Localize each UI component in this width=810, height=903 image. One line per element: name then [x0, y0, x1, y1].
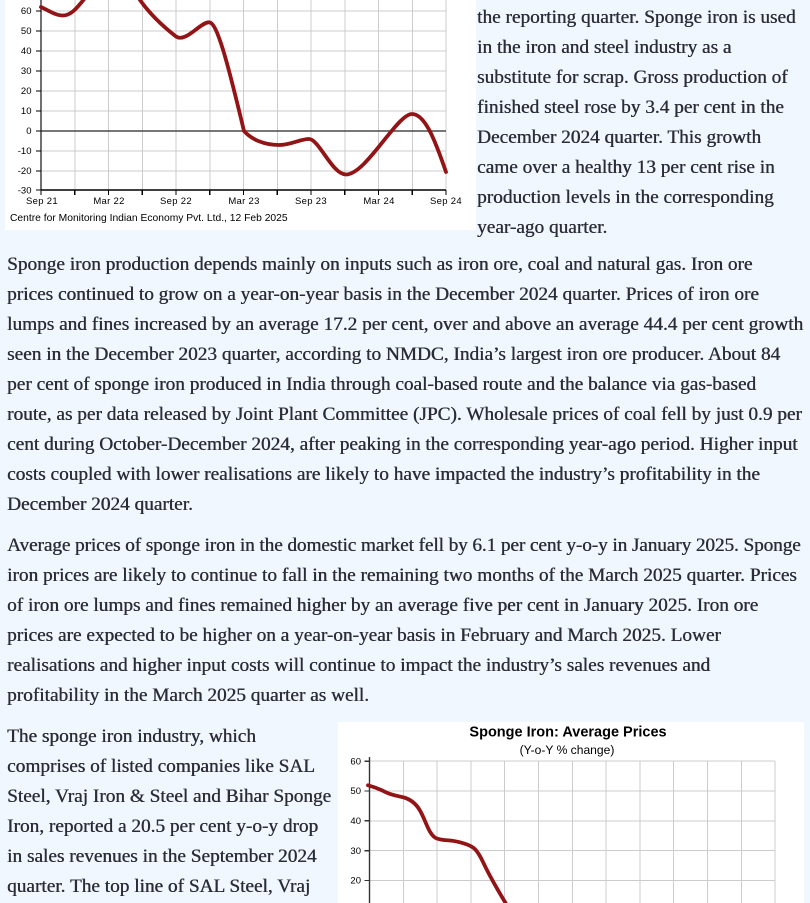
svg-text:Sep 23: Sep 23 [295, 196, 327, 207]
svg-text:50: 50 [350, 786, 361, 797]
svg-text:Centre for Monitoring Indian E: Centre for Monitoring Indian Economy Pvt… [10, 213, 288, 224]
svg-text:20: 20 [350, 876, 361, 887]
svg-text:Mar 22: Mar 22 [93, 196, 124, 207]
svg-text:40: 40 [350, 816, 361, 827]
svg-text:30: 30 [21, 66, 32, 77]
svg-text:40: 40 [21, 46, 32, 57]
svg-text:60: 60 [350, 756, 361, 767]
svg-text:-20: -20 [18, 166, 32, 177]
svg-text:0: 0 [26, 126, 31, 137]
svg-text:Mar 24: Mar 24 [363, 196, 394, 207]
svg-text:Sep 24: Sep 24 [430, 196, 462, 207]
svg-text:(Y-o-Y % change): (Y-o-Y % change) [520, 743, 615, 757]
svg-text:-10: -10 [18, 146, 32, 157]
svg-text:50: 50 [21, 26, 32, 37]
svg-text:Mar 23: Mar 23 [228, 196, 259, 207]
svg-text:60: 60 [21, 6, 32, 17]
svg-text:Sep 22: Sep 22 [160, 196, 192, 207]
svg-text:-30: -30 [18, 185, 32, 196]
svg-text:10: 10 [21, 106, 32, 117]
svg-text:20: 20 [21, 86, 32, 97]
svg-text:30: 30 [350, 846, 361, 857]
svg-text:Sep 21: Sep 21 [26, 196, 58, 207]
svg-text:Sponge Iron: Average Prices: Sponge Iron: Average Prices [469, 725, 666, 741]
